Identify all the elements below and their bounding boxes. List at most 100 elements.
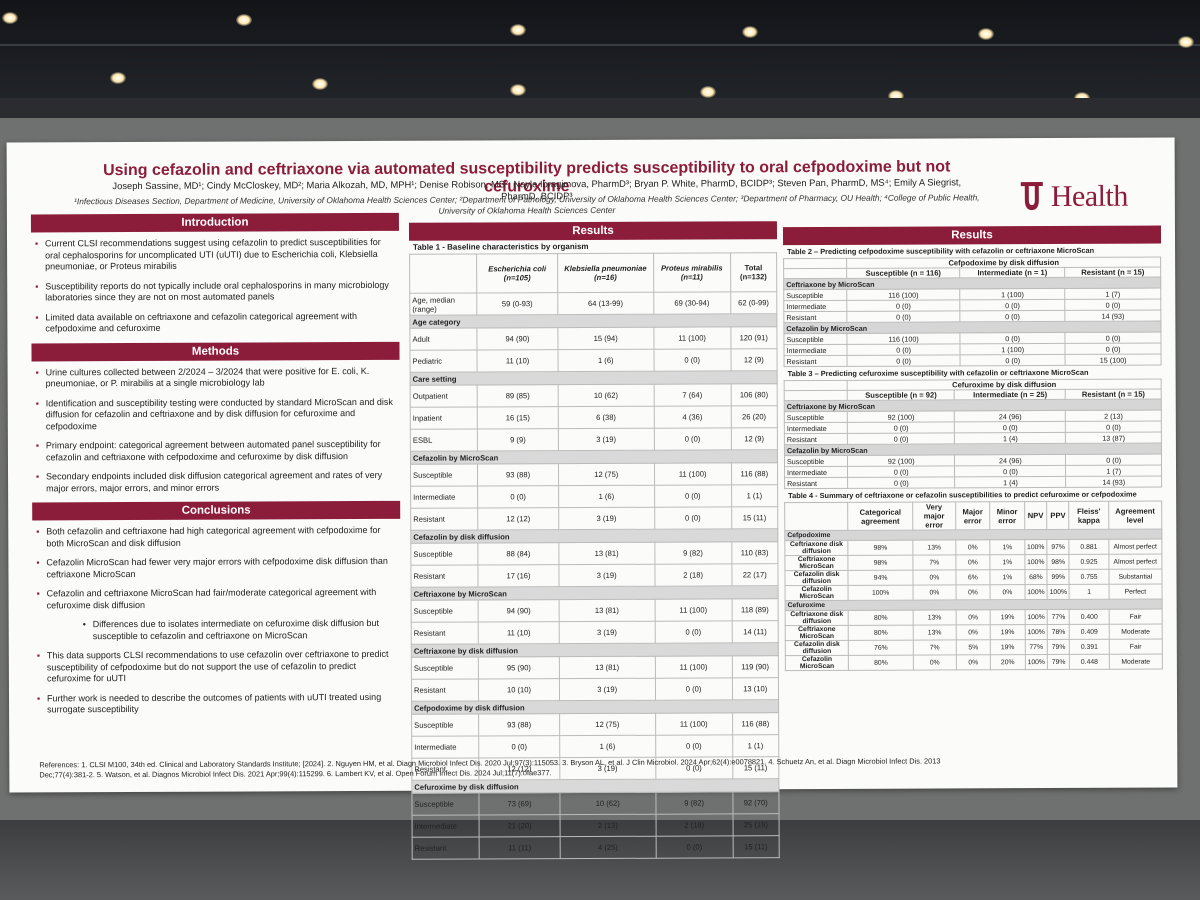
table-cell: Resistant: [411, 678, 479, 702]
table-cell: Resistant: [411, 621, 479, 645]
table-cell: 3 (19): [559, 678, 656, 701]
table-cell: 116 (88): [731, 462, 778, 485]
table-cell: Adult: [409, 327, 478, 351]
table-cell: 116 (88): [732, 712, 779, 735]
table-cell: 4 (25): [559, 836, 656, 859]
table-cell: 92 (70): [732, 791, 780, 814]
table-cell: 0%: [956, 654, 991, 670]
ou-health-logo: Health: [1017, 178, 1157, 219]
table-cell: 1 (4): [954, 432, 1066, 444]
table-cell: 100%: [1024, 624, 1048, 640]
table-cell: 0 (0): [959, 310, 1066, 322]
table-header-cell: NPV: [1024, 501, 1047, 530]
table-cell: 0 (0): [846, 299, 960, 312]
table-cell: 0%: [955, 584, 991, 600]
table-cell: Resistant: [410, 564, 479, 588]
table-cell: Pediatric: [409, 349, 478, 373]
table-cell: 0.391: [1069, 639, 1110, 655]
table-row: Ceftriaxone MicroScan 98% 7% 0% 1% 100% 98% 0.9…: [784, 554, 1162, 571]
table-cell: 4 (36): [653, 405, 731, 429]
introduction-bullet: Susceptibility reports do not typically …: [45, 279, 393, 304]
table-header-cell: Proteus mirabilis (n=11): [653, 252, 731, 293]
table-cell: 1 (1): [732, 734, 779, 757]
table-row: Resistant 11 (11) 4 (25) 0 (0) 15 (11): [412, 835, 780, 860]
table-cell: Susceptible: [411, 792, 480, 816]
conclusions-bullet: Cefazolin and ceftriaxone MicroScan had …: [47, 587, 395, 612]
table-cell: 0%: [956, 624, 991, 640]
poster-board-frame: [0, 98, 1200, 120]
table-cell: 12 (75): [558, 463, 655, 486]
table-cell: 21 (20): [479, 814, 560, 837]
table-cell: 11 (100): [654, 598, 732, 622]
table-cell: 0.409: [1069, 624, 1109, 640]
table-cell: Outpatient: [410, 384, 478, 408]
table-cell: 1 (6): [558, 485, 655, 508]
ceiling-light: [110, 72, 126, 84]
table-cell: 1: [1069, 584, 1109, 600]
table-cell: 69 (30-94): [653, 291, 731, 315]
table-header-cell: Susceptible (n = 116): [846, 267, 960, 279]
floor: [0, 820, 1200, 900]
table-cell: 0 (0): [655, 677, 733, 701]
table-cell: 0 (0): [655, 734, 733, 758]
table-cell: Ceftriaxone disk diffusion: [784, 540, 849, 556]
references: References: 1. CLSI M100, 34th ed. Clini…: [39, 756, 941, 780]
table-cell: Age, median (range): [409, 292, 478, 316]
table-cell: 93 (88): [477, 463, 559, 486]
table-cell: Susceptible: [411, 713, 479, 737]
table-cell: 25 (19): [732, 813, 780, 836]
table-cell: 2 (13): [559, 814, 656, 837]
table-cell: 9 (9): [477, 428, 559, 451]
table-cell: 5%: [956, 639, 991, 655]
table-cell: Intermediate: [783, 344, 848, 356]
table-cell: 79%: [1047, 654, 1070, 670]
table-row: Outpatient 89 (85) 10 (62) 7 (64) 106 (80): [410, 383, 778, 408]
table-cell: 100%: [1024, 554, 1048, 570]
table-row: Resistant 0 (0) 1 (4) 14 (93): [784, 476, 1162, 489]
table-header-cell: PPV: [1046, 501, 1070, 530]
table-header-cell: Major error: [955, 501, 990, 530]
introduction-heading: Introduction: [30, 212, 399, 233]
table-cell: 0%: [912, 584, 956, 601]
table-cell: 0 (0): [847, 421, 955, 434]
table-cell: Moderate: [1108, 624, 1163, 640]
table-cell: 0 (0): [1065, 332, 1161, 344]
table-cell: 100%: [1024, 539, 1047, 555]
table-cell: Ceftriaxone MicroScan: [784, 555, 849, 571]
methods-heading: Methods: [31, 341, 400, 361]
table-cell: 92 (100): [847, 454, 955, 467]
table-header-cell: [783, 268, 847, 279]
table-cell: Ceftriaxone disk diffusion: [785, 610, 849, 626]
table-row: Cefazolin disk diffusion 94% 0% 6% 1% 68% 99% 0…: [784, 569, 1163, 586]
table-cell: 12 (12): [477, 507, 559, 530]
table-cell: 0 (0): [847, 465, 956, 478]
table-cell: 0 (0): [1065, 454, 1162, 466]
table-cell: 0.400: [1069, 609, 1109, 625]
table-cell: Intermediate: [410, 485, 478, 509]
table-cell: 100%: [1025, 654, 1048, 670]
table-cell: 3 (19): [558, 564, 655, 587]
table-cell: 2 (13): [1065, 410, 1162, 422]
table-cell: Resistant: [784, 433, 848, 445]
table-cell: 1 (7): [1065, 288, 1161, 300]
table-cell: Susceptible: [783, 289, 847, 301]
table-cell: 0%: [955, 609, 991, 625]
table-cell: 0%: [990, 584, 1025, 600]
table-cell: Susceptible: [410, 542, 479, 566]
table-cell: 14 (11): [731, 620, 779, 643]
table-cell: Perfect: [1108, 584, 1163, 600]
table-cell: 94 (90): [477, 327, 558, 350]
table-cell: 1 (4): [955, 476, 1067, 488]
ceiling: [0, 0, 1200, 112]
table-cell: 13 (87): [1065, 432, 1162, 444]
table-cell: 106 (80): [730, 383, 778, 406]
table-cell: 11 (100): [653, 326, 731, 350]
table-header-cell: Escherichia coli (n=105): [476, 253, 558, 293]
table-cell: 76%: [848, 640, 914, 656]
table2-cefpodoxime-prediction: Cefpodoxime by disk diffusion Susceptible…: [783, 257, 1162, 368]
table-cell: 6 (38): [557, 406, 655, 429]
table-cell: 0 (0): [847, 354, 961, 367]
table-cell: 116 (100): [846, 288, 960, 301]
table-cell: 62 (0-99): [730, 291, 777, 314]
table-row: Intermediate 0 (0) 1 (6) 0 (0) 1 (1): [411, 734, 779, 759]
